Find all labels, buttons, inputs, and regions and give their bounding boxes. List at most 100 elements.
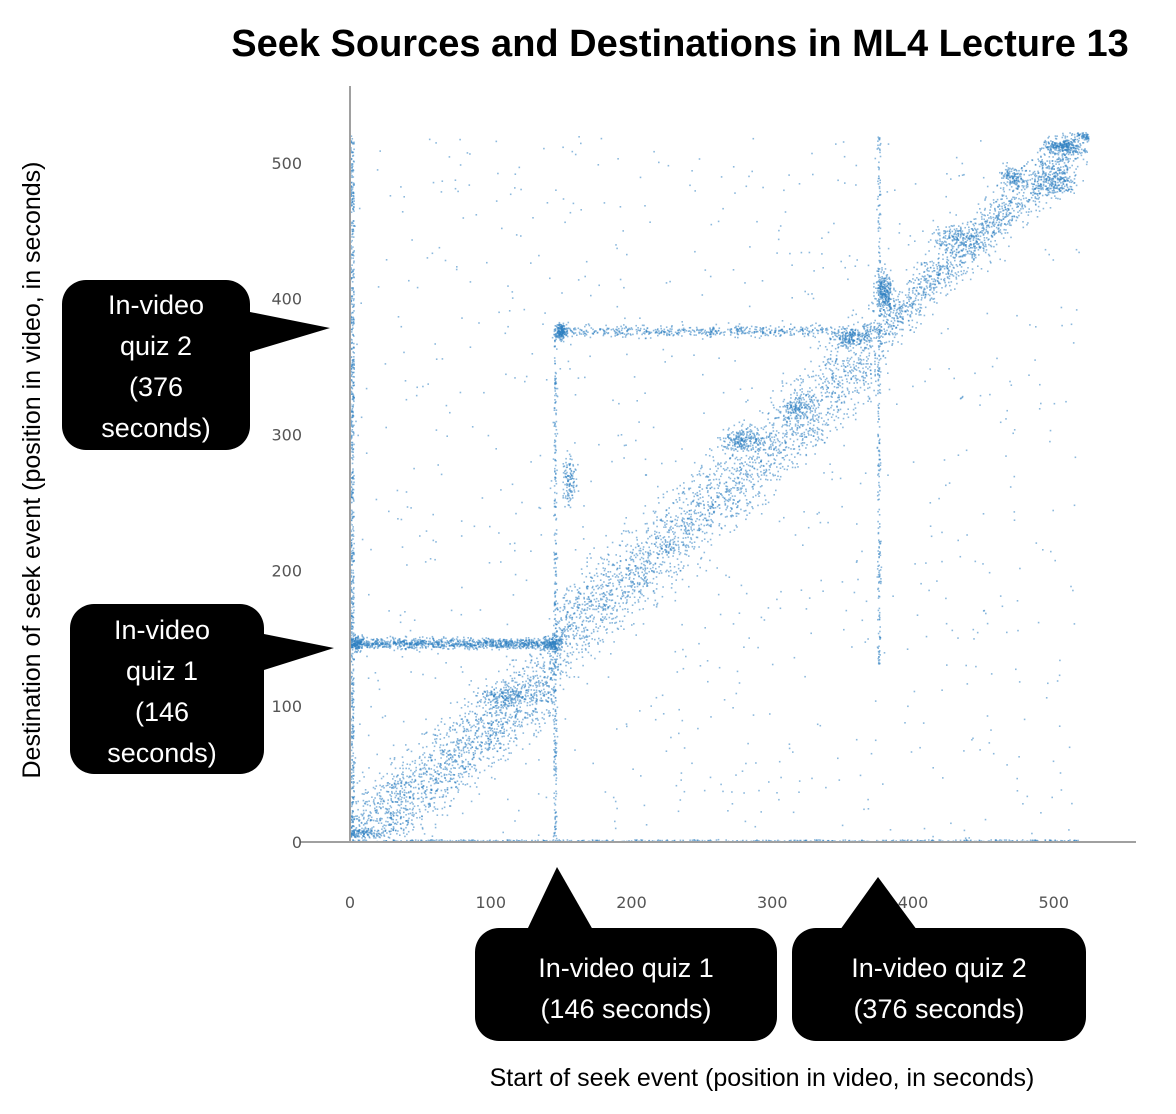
scatter-point: [498, 714, 500, 716]
scatter-point: [398, 799, 400, 801]
scatter-point: [680, 507, 683, 510]
scatter-point: [700, 502, 702, 505]
scatter-point: [592, 585, 594, 588]
scatter-point: [578, 637, 581, 640]
scatter-point: [530, 679, 532, 681]
scatter-point: [507, 696, 509, 698]
scatter-point: [373, 799, 375, 801]
scatter-point: [900, 310, 903, 312]
scatter-point: [853, 382, 855, 384]
scatter-point: [388, 810, 390, 813]
scatter-point: [678, 550, 680, 553]
scatter-point: [698, 527, 701, 529]
scatter-point: [809, 427, 811, 430]
scatter-point: [1054, 153, 1056, 156]
scatter-point: [952, 245, 955, 248]
scatter-point: [436, 808, 439, 810]
scatter-point: [677, 516, 679, 519]
scatter-point: [769, 444, 772, 446]
scatter-point: [931, 278, 933, 280]
scatter-point: [717, 462, 719, 464]
scatter-point: [396, 801, 399, 803]
scatter-point: [491, 730, 494, 732]
scatter-point: [1023, 191, 1025, 194]
scatter-point: [588, 598, 591, 601]
scatter-point: [595, 608, 598, 611]
scatter-point: [565, 614, 568, 617]
scatter-point: [682, 544, 685, 546]
scatter-point: [533, 732, 535, 735]
scatter-point: [464, 704, 466, 706]
scatter-point: [926, 282, 929, 284]
scatter-point: [708, 505, 710, 508]
scatter-point: [387, 799, 389, 801]
scatter-point: [595, 597, 598, 600]
scatter-point: [715, 465, 717, 468]
scatter-point: [664, 524, 666, 526]
scatter-point: [750, 476, 753, 478]
scatter-point: [831, 376, 833, 378]
scatter-point: [457, 747, 460, 750]
scatter-point: [741, 485, 744, 487]
scatter-point: [545, 700, 548, 702]
scatter-point: [619, 567, 621, 569]
scatter-point: [430, 784, 432, 787]
scatter-point: [684, 512, 687, 515]
scatter-point: [413, 826, 415, 828]
scatter-point: [382, 799, 385, 802]
scatter-point: [567, 630, 569, 632]
scatter-point: [740, 467, 743, 470]
scatter-point: [569, 617, 571, 619]
scatter-point: [745, 518, 747, 521]
scatter-point: [831, 360, 834, 363]
scatter-point: [503, 705, 506, 707]
scatter-point: [558, 626, 561, 629]
scatter-point: [641, 593, 643, 596]
scatter-point: [354, 834, 357, 837]
scatter-point: [594, 657, 596, 660]
scatter-point: [455, 749, 457, 752]
scatter-point: [583, 608, 586, 611]
scatter-point: [830, 350, 833, 353]
scatter-point: [698, 503, 700, 505]
scatter-point: [705, 476, 707, 478]
scatter-point: [390, 812, 392, 814]
scatter-point: [584, 648, 587, 650]
scatter-point: [659, 535, 662, 537]
scatter-point: [894, 303, 897, 306]
scatter-point: [950, 263, 952, 265]
scatter-point: [357, 832, 360, 835]
scatter-point: [725, 489, 728, 491]
scatter-point: [639, 566, 642, 569]
scatter-point: [971, 268, 974, 270]
scatter-point: [420, 776, 423, 778]
scatter-point: [533, 693, 535, 695]
scatter-point: [547, 675, 549, 678]
scatter-point: [859, 371, 862, 373]
scatter-point: [385, 790, 388, 793]
scatter-point: [757, 504, 759, 507]
scatter-point: [1004, 206, 1006, 209]
scatter-point: [823, 375, 825, 378]
scatter-point: [497, 731, 500, 734]
scatter-point: [639, 582, 641, 584]
scatter-point: [961, 250, 963, 252]
scatter-point: [357, 829, 360, 831]
scatter-point: [586, 629, 589, 631]
scatter-point: [514, 725, 516, 727]
scatter-point: [928, 286, 931, 288]
scatter-point: [1024, 188, 1026, 191]
scatter-point: [440, 721, 443, 723]
scatter-point: [786, 436, 788, 438]
scatter-point: [402, 822, 404, 824]
scatter-point: [503, 730, 506, 733]
scatter-point: [419, 755, 421, 758]
scatter-point: [414, 771, 416, 773]
scatter-point: [531, 718, 534, 721]
scatter-point: [1011, 215, 1014, 218]
scatter-point: [474, 712, 476, 715]
scatter-point: [489, 694, 491, 696]
scatter-point: [746, 476, 749, 478]
scatter-point: [420, 783, 423, 785]
scatter-point: [550, 694, 553, 696]
